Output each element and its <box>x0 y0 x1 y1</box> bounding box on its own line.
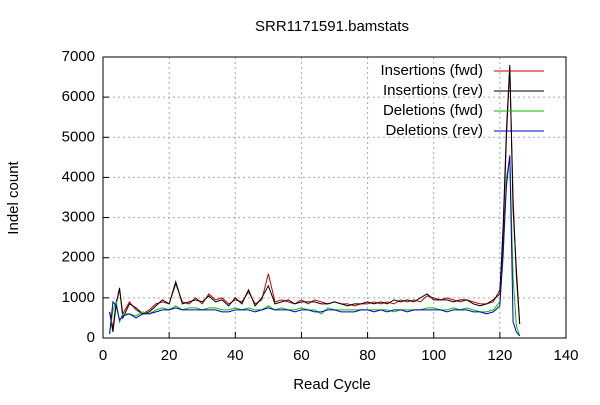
y-tick-label: 1000 <box>62 289 95 306</box>
x-tick-label: 120 <box>487 347 512 364</box>
legend-label: Insertions (rev) <box>383 82 483 99</box>
y-tick-label: 3000 <box>62 209 95 226</box>
x-tick-label: 140 <box>553 347 578 364</box>
legend-label: Deletions (fwd) <box>383 102 483 119</box>
y-tick-label: 7000 <box>62 48 95 65</box>
y-tick-label: 4000 <box>62 168 95 185</box>
x-tick-label: 80 <box>359 347 376 364</box>
y-axis-label: Indel count <box>5 160 22 234</box>
chart-title: SRR1171591.bamstats <box>255 18 409 35</box>
x-tick-label: 60 <box>293 347 310 364</box>
y-tick-label: 0 <box>87 329 95 346</box>
x-tick-label: 0 <box>99 347 107 364</box>
x-tick-label: 20 <box>161 347 178 364</box>
x-axis-label: Read Cycle <box>293 376 371 393</box>
x-tick-label: 40 <box>227 347 244 364</box>
y-tick-label: 5000 <box>62 128 95 145</box>
x-tick-label: 100 <box>421 347 446 364</box>
y-tick-label: 6000 <box>62 88 95 105</box>
line-series <box>109 65 521 333</box>
legend-label: Insertions (fwd) <box>380 62 483 79</box>
line-series <box>109 155 521 337</box>
plot-frame <box>102 56 567 339</box>
legend-label: Deletions (rev) <box>385 122 483 139</box>
y-tick-label: 2000 <box>62 249 95 266</box>
